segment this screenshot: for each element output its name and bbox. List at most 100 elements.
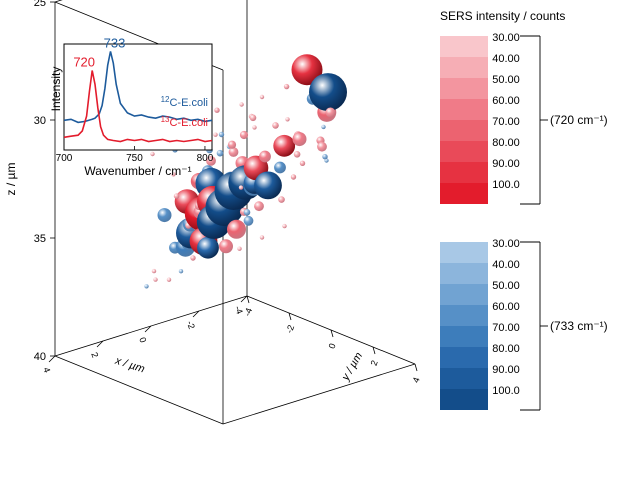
z-axis-label: z / µm: [4, 163, 18, 196]
y-tick-label: -2: [284, 323, 296, 334]
legend-swatch: [440, 99, 488, 120]
legend-level-label: 100.0: [492, 179, 520, 191]
y-tick: [414, 363, 418, 372]
legend-swatch: [440, 347, 488, 368]
y-tick-label: -4: [242, 306, 254, 317]
legend-swatch: [440, 326, 488, 347]
bubble-points: [144, 54, 347, 289]
red-point: [171, 172, 176, 177]
red-point: [239, 102, 244, 107]
y-tick: [246, 295, 250, 304]
red-point: [237, 246, 242, 251]
y-axis-label: y / µm: [339, 350, 365, 383]
red-point: [299, 160, 306, 166]
legend-level-label: 30.00: [492, 32, 520, 44]
inset-spectrum: 700 750 800 Wavenumber / cm⁻¹ Intensity 720 73…: [49, 35, 214, 178]
blue-point: [324, 158, 329, 163]
z-tick-label: 30: [34, 115, 46, 127]
blue-point: [254, 171, 282, 200]
z-tick-label: 25: [34, 0, 46, 9]
blue-point: [216, 149, 224, 157]
legend-level-label: 50.00: [492, 280, 520, 292]
legend-swatch: [440, 120, 488, 141]
axis-box: [54, 0, 416, 425]
red-point: [227, 219, 246, 239]
red-point: [259, 235, 265, 240]
x-tick-label: 0: [137, 336, 148, 344]
legend-title: SERS intensity / counts: [440, 9, 565, 23]
legend-swatch: [440, 162, 488, 183]
blue-point: [178, 269, 184, 274]
red-point: [249, 114, 257, 122]
box-edge: [54, 0, 63, 3]
red-point: [283, 83, 290, 90]
red-point: [282, 223, 287, 229]
inset-y-axis-label: Intensity: [49, 67, 63, 112]
y-tick-label: 2: [369, 359, 380, 367]
red-point: [259, 94, 265, 100]
red-point: [166, 277, 172, 282]
red-point: [238, 185, 244, 190]
inset-x-tick-label: 700: [56, 153, 73, 164]
red-point: [254, 201, 264, 212]
legend-level-label: 40.00: [492, 53, 520, 65]
legend-level-label: 30.00: [492, 238, 520, 250]
legend-swatch: [440, 389, 488, 410]
red-point: [292, 132, 307, 147]
legend-swatch: [440, 368, 488, 389]
red-point: [206, 156, 216, 166]
red-point: [213, 132, 218, 137]
legend-level-label: 70.00: [492, 322, 520, 334]
legend-level-label: 50.00: [492, 74, 520, 86]
blue-point: [197, 236, 219, 259]
legend-level-label: 80.00: [492, 343, 520, 355]
legend-level-label: 80.00: [492, 137, 520, 149]
red-point: [173, 193, 180, 199]
x-tick: [96, 340, 104, 348]
legend-level-label: 90.00: [492, 364, 520, 376]
legend-swatch: [440, 57, 488, 78]
blue-point: [322, 154, 328, 160]
legend-swatch: [440, 305, 488, 326]
y-tick: [330, 329, 334, 338]
x-tick: [192, 310, 200, 318]
y-tick-label: 4: [411, 376, 422, 384]
y-tick-label: 0: [327, 342, 338, 350]
legend-level-label: 60.00: [492, 301, 520, 313]
legend-level-label: 100.0: [492, 385, 520, 397]
legend-level-label: 70.00: [492, 116, 520, 128]
blue-point: [144, 284, 149, 289]
inset-x-tick-label: 750: [126, 153, 143, 164]
x-tick-label: -2: [185, 319, 197, 330]
legend-level-label: 40.00: [492, 259, 520, 271]
red-point: [214, 107, 220, 113]
z-tick-label: 35: [34, 233, 46, 245]
legend-swatch: [440, 78, 488, 99]
blue-point: [157, 208, 172, 223]
red-point: [239, 130, 249, 140]
inset-peak-label: 720: [73, 55, 95, 70]
legend-level-label: 90.00: [492, 158, 520, 170]
inset-series-line: [63, 51, 213, 124]
legend-swatch: [440, 141, 488, 162]
x-axis-label: x / µm: [113, 354, 146, 375]
legend-swatch: [440, 183, 488, 204]
blue-point: [243, 215, 254, 226]
legend-swatch: [440, 36, 488, 57]
legend-group-label: (733 cm⁻¹): [550, 319, 608, 333]
legend-group-label: (720 cm⁻¹): [550, 113, 608, 127]
y-tick: [372, 346, 376, 355]
legend-swatch: [440, 242, 488, 263]
red-point: [290, 174, 297, 180]
blue-point: [321, 124, 326, 130]
red-point: [227, 140, 237, 149]
inset-peak-label: 733: [104, 35, 126, 50]
red-point: [325, 107, 336, 118]
x-tick: [240, 295, 248, 303]
box-edge: [222, 363, 416, 425]
red-point: [278, 196, 285, 203]
red-point: [150, 151, 155, 157]
z-tick-label: 40: [34, 351, 46, 363]
red-point: [151, 268, 157, 274]
